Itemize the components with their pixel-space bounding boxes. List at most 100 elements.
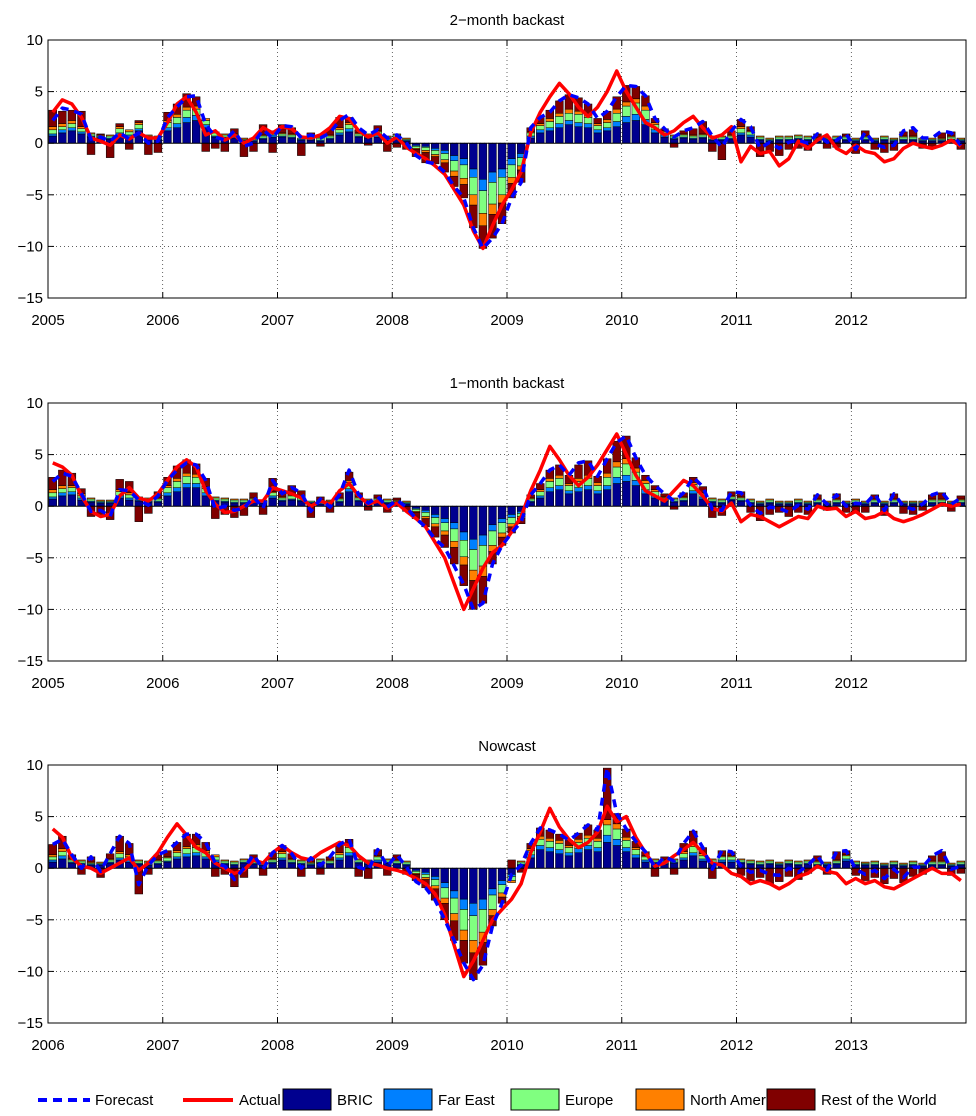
bar-segment-far-east — [736, 132, 746, 136]
bar-segment-europe — [440, 522, 449, 532]
bar-segment-north-america — [507, 880, 516, 883]
bar-segment-bric — [191, 120, 201, 144]
bar-segment-bric — [545, 851, 554, 869]
bar-segment-far-east — [564, 120, 574, 125]
legend-item-forecast: Forecast — [38, 1092, 154, 1109]
bar-segment-north-america — [450, 170, 459, 177]
bar-segment-north-america — [182, 472, 191, 477]
bar-segment-north-america — [612, 823, 621, 830]
bar-segment-rest-of-the-world — [708, 142, 717, 152]
bar-segment-north-america — [775, 135, 784, 138]
bar-segment-north-america — [115, 126, 124, 130]
bar-segment-europe — [278, 853, 287, 859]
y-tick-label: 0 — [35, 498, 43, 515]
bar-segment-far-east — [478, 898, 488, 910]
x-tick-label: 2006 — [146, 312, 179, 329]
bar-segment-far-east — [497, 518, 507, 523]
bar-segment-bric — [430, 505, 440, 515]
bar-segment-bric — [583, 127, 593, 144]
bar-segment-europe — [134, 860, 143, 864]
bar-segment-north-america — [316, 858, 325, 861]
bar-segment-bric — [574, 491, 583, 507]
bar-stack — [555, 833, 564, 869]
bar-segment-far-east — [488, 888, 497, 896]
bar-segment-europe — [555, 843, 564, 850]
bar-segment-bric — [536, 132, 545, 144]
bar-segment-rest-of-the-world — [746, 505, 755, 513]
bar-segment-north-america — [440, 897, 449, 904]
bar-segment-far-east — [612, 121, 621, 127]
bar-segment-north-america — [469, 940, 478, 954]
bar-segment-rest-of-the-world — [144, 505, 153, 514]
legend-label-bric: BRIC — [337, 1092, 373, 1109]
bar-stack — [497, 867, 507, 904]
bar-segment-north-america — [220, 133, 230, 136]
bar-segment-bric — [125, 499, 134, 507]
bar-segment-bric — [58, 495, 67, 507]
x-tick-label: 2008 — [376, 312, 409, 329]
bar-segment-north-america — [220, 859, 230, 862]
bar-segment-europe — [478, 909, 488, 933]
bar-segment-europe — [182, 476, 191, 484]
bar-stack — [679, 130, 688, 144]
bar-segment-north-america — [545, 838, 554, 842]
bar-segment-rest-of-the-world — [364, 505, 373, 511]
bar-stack — [708, 497, 717, 518]
x-tick-label: 2010 — [605, 675, 638, 692]
bar-segment-europe — [430, 879, 440, 886]
bar-segment-north-america — [459, 178, 468, 185]
bar-segment-europe — [708, 498, 717, 502]
bar-segment-europe — [603, 824, 612, 836]
bar-segment-north-america — [822, 861, 832, 864]
bar-segment-far-east — [58, 492, 67, 497]
bar-segment-europe — [775, 136, 784, 140]
bar-segment-europe — [450, 160, 459, 172]
bar-segment-north-america — [775, 500, 784, 503]
bar-segment-europe — [450, 528, 459, 542]
bar-segment-europe — [612, 466, 621, 478]
bar-segment-bric — [153, 501, 163, 507]
panel-2: 10 5 0 −5 −10 −15 2005 2006 2007 2008 2009 2010 2011… — [18, 375, 967, 692]
bar-segment-europe — [736, 497, 746, 501]
bar-segment-rest-of-the-world — [956, 495, 966, 500]
bar-segment-north-america — [708, 497, 717, 500]
bar-segment-far-east — [268, 495, 277, 499]
bar-segment-europe — [459, 164, 468, 179]
bar-segment-europe — [765, 860, 774, 864]
bar-segment-far-east — [430, 514, 440, 518]
bar-stack — [564, 840, 574, 869]
bar-segment-far-east — [450, 155, 459, 161]
bar-segment-europe — [545, 481, 554, 488]
y-tick-label: 5 — [35, 84, 43, 101]
bar-segment-far-east — [545, 847, 554, 852]
bar-segment-north-america — [889, 137, 899, 140]
bar-segment-north-america — [889, 860, 899, 863]
bar-segment-bric — [698, 137, 707, 144]
bar-segment-rest-of-the-world — [459, 564, 468, 586]
bar-segment-north-america — [755, 135, 765, 138]
bar-segment-europe — [564, 847, 574, 853]
bar-stack — [287, 485, 296, 507]
bar-segment-far-east — [603, 485, 612, 490]
bar-segment-rest-of-the-world — [153, 142, 163, 153]
x-tick-label: 2009 — [490, 675, 523, 692]
panel-title: Nowcast — [478, 738, 536, 755]
bar-segment-rest-of-the-world — [96, 133, 105, 136]
bar-segment-europe — [48, 856, 57, 861]
bar-segment-bric — [832, 863, 841, 869]
bar-segment-north-america — [775, 861, 784, 864]
bar-segment-bric — [746, 136, 755, 144]
bar-segment-europe — [794, 861, 803, 865]
bar-segment-north-america — [765, 859, 774, 862]
x-tick-label: 2010 — [605, 312, 638, 329]
bar-stack — [440, 505, 449, 548]
bar-segment-far-east — [612, 839, 621, 846]
bar-segment-north-america — [736, 858, 746, 861]
x-tick-label: 2006 — [31, 1037, 64, 1054]
bar-segment-far-east — [48, 133, 57, 137]
bar-segment-europe — [794, 135, 803, 139]
bar-segment-europe — [383, 499, 392, 503]
bar-segment-europe — [48, 129, 57, 135]
bar-segment-bric — [574, 126, 583, 144]
bar-segment-bric — [516, 142, 526, 154]
